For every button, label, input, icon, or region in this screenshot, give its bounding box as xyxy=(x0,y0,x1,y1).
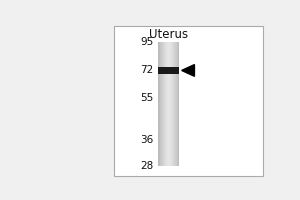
Bar xyxy=(163,42,164,166)
Bar xyxy=(162,42,163,166)
Bar xyxy=(169,42,170,166)
Bar xyxy=(176,42,177,166)
Bar xyxy=(172,42,173,166)
Text: 36: 36 xyxy=(140,135,154,145)
Bar xyxy=(114,26,263,176)
Text: 72: 72 xyxy=(140,65,154,75)
Bar xyxy=(159,42,160,166)
Bar xyxy=(171,42,172,166)
Bar xyxy=(158,67,179,74)
Bar xyxy=(161,42,162,166)
Bar xyxy=(167,42,168,166)
Text: 95: 95 xyxy=(140,37,154,47)
Bar xyxy=(166,42,167,166)
Bar xyxy=(158,42,159,166)
Text: 28: 28 xyxy=(140,161,154,171)
Bar xyxy=(174,42,175,166)
Polygon shape xyxy=(182,65,194,76)
Text: 55: 55 xyxy=(140,93,154,103)
Text: Uterus: Uterus xyxy=(149,28,188,41)
Bar xyxy=(170,42,171,166)
Bar xyxy=(173,42,174,166)
Bar xyxy=(168,42,169,166)
Bar xyxy=(165,42,166,166)
Bar xyxy=(160,42,161,166)
Bar xyxy=(178,42,179,166)
Bar xyxy=(177,42,178,166)
Bar xyxy=(164,42,165,166)
Bar xyxy=(175,42,176,166)
